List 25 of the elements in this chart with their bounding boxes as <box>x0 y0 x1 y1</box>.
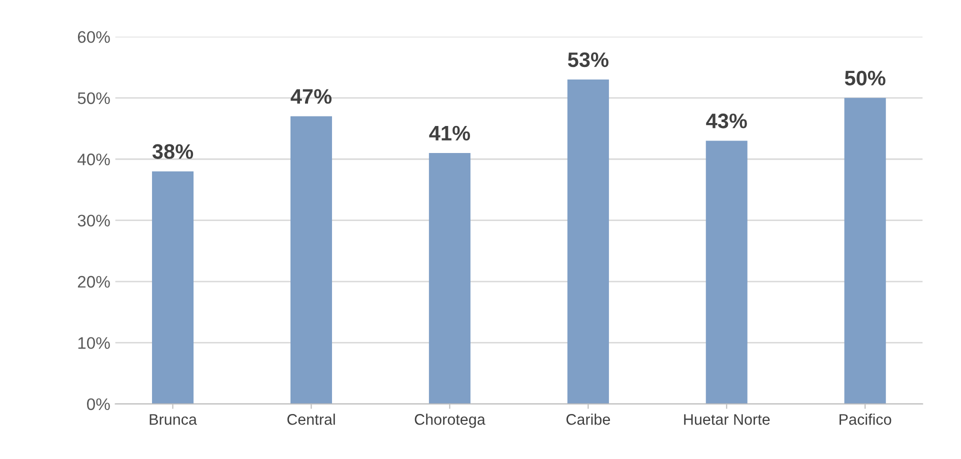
y-tick-label: 40% <box>77 154 110 166</box>
bar <box>152 171 194 404</box>
x-tick-label: Huetar Norte <box>684 414 770 425</box>
y-tick-label: 0% <box>87 398 110 410</box>
bar <box>567 80 609 404</box>
y-tick-label: 10% <box>78 337 110 349</box>
bar <box>844 98 886 404</box>
bar <box>290 116 332 404</box>
data-label: 47% <box>290 89 332 104</box>
data-label: 38% <box>152 144 194 159</box>
data-label: 41% <box>429 126 470 141</box>
x-tick-label: Pacifico <box>840 414 892 425</box>
y-tick-label: 20% <box>78 276 110 288</box>
y-tick-label: 30% <box>78 214 110 227</box>
x-tick-label: Chorotega <box>414 414 486 428</box>
data-label: 50% <box>844 70 886 86</box>
bar <box>428 153 470 404</box>
x-tick-label: Brunca <box>150 414 197 425</box>
bar <box>706 140 748 404</box>
y-tick-label: 50% <box>78 92 110 104</box>
x-tick-label: Central <box>287 414 335 425</box>
y-tick-label: 60% <box>78 31 110 43</box>
x-tick-label: Caribe <box>566 414 610 425</box>
data-label: 43% <box>706 114 747 128</box>
data-label: 53% <box>568 52 608 68</box>
